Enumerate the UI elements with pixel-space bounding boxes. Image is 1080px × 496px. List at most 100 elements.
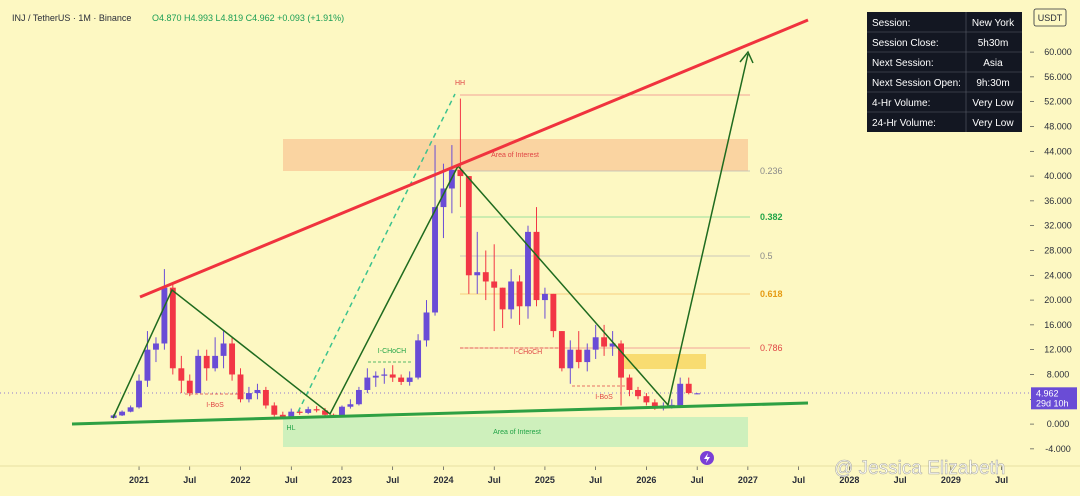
candle-body <box>355 389 362 405</box>
x-tick-label: 2021 <box>129 475 149 485</box>
x-tick-label: 2022 <box>230 475 250 485</box>
price-label-box <box>1031 387 1077 410</box>
y-tick-label: 36.000 <box>1044 196 1072 206</box>
candle-body <box>178 368 185 381</box>
x-tick-label: Jul <box>488 475 501 485</box>
candle-body <box>186 380 193 394</box>
candle-body <box>643 396 650 403</box>
y-tick-label: 52.000 <box>1044 97 1072 107</box>
candle-body <box>237 374 244 400</box>
currency-box[interactable] <box>1033 8 1067 27</box>
annotation: I-BoS <box>595 394 613 401</box>
fib-label: 0.5 <box>760 251 773 261</box>
y-tick-label: 32.000 <box>1044 221 1072 231</box>
candle-body <box>677 383 684 406</box>
zone-small <box>620 354 706 369</box>
candle-body <box>482 272 489 282</box>
candle-body <box>245 393 252 400</box>
candle-body <box>508 281 515 310</box>
currency: USDT <box>1038 13 1063 23</box>
fib-label: 0.382 <box>760 212 783 222</box>
x-tick-label: Jul <box>183 475 196 485</box>
table-label: Next Session Open: <box>872 78 961 89</box>
candle-body <box>550 293 557 332</box>
candle-body <box>668 404 675 406</box>
symbol: INJ / TetherUS · 1M · Binance <box>12 13 131 23</box>
resistance-line <box>139 18 809 299</box>
table-label: Session Close: <box>872 38 939 49</box>
watermark: @ Jessica Elizabeth <box>834 458 1005 479</box>
candle-body <box>296 411 303 413</box>
candle-body <box>541 293 548 301</box>
countdown: 29d 10h <box>1036 398 1069 408</box>
candle-body <box>432 207 438 313</box>
candle-body <box>584 349 591 363</box>
arrow-head <box>739 50 754 64</box>
table-value: New York <box>972 18 1015 29</box>
candle-body <box>694 393 701 395</box>
candle-body <box>465 176 472 276</box>
x-tick-label: Jul <box>589 475 602 485</box>
x-tick-label: Jul <box>386 475 399 485</box>
table-value: Very Low <box>972 118 1014 129</box>
y-tick-label: 56.000 <box>1044 72 1072 82</box>
annotation: I-CHoCH <box>378 348 406 355</box>
candle-body <box>525 231 531 307</box>
candle-body <box>279 414 286 417</box>
candle-body <box>220 343 227 356</box>
candle-body <box>153 343 159 350</box>
candle-body <box>635 389 641 397</box>
candle-body <box>144 349 151 381</box>
fib-label: 0.236 <box>760 166 783 176</box>
candle-body <box>262 389 269 406</box>
fib-label: 0.618 <box>760 289 783 299</box>
candle-body <box>491 281 498 288</box>
candle-body <box>592 337 599 350</box>
candle-body <box>288 411 295 417</box>
table-label: 24-Hr Volume: <box>872 118 936 129</box>
candle-body <box>372 375 379 378</box>
candle-body <box>533 231 540 301</box>
y-tick-label: 12.000 <box>1044 345 1072 355</box>
candle-body <box>169 287 176 369</box>
x-tick-label: 2027 <box>738 475 758 485</box>
y-tick-label: 48.000 <box>1044 121 1072 131</box>
y-tick-label: 24.000 <box>1044 270 1072 280</box>
candle-body <box>229 343 236 375</box>
x-tick-label: 2026 <box>636 475 656 485</box>
candle-body <box>305 409 312 413</box>
candle-body <box>254 389 261 394</box>
annotation: HL <box>287 425 296 432</box>
y-tick-label: 0.000 <box>1047 419 1070 429</box>
y-tick-label: 28.000 <box>1044 245 1072 255</box>
wave-path <box>112 53 749 419</box>
candle-body <box>127 407 134 412</box>
candle-body <box>609 343 616 347</box>
y-tick-label: 20.000 <box>1044 295 1072 305</box>
x-tick-label: Jul <box>691 475 704 485</box>
candle-body <box>457 169 464 177</box>
y-tick-label: 44.000 <box>1044 146 1072 156</box>
table-label: Next Session: <box>872 58 934 69</box>
fib-label: 0.786 <box>760 343 783 353</box>
candle-body <box>313 409 320 411</box>
candle-body <box>440 188 447 208</box>
annotation: HH <box>455 80 465 87</box>
x-tick-label: Jul <box>894 475 907 485</box>
x-tick-label: 2023 <box>332 475 352 485</box>
lightning-glyph <box>704 453 710 463</box>
candle-body <box>474 272 481 276</box>
table-value: Asia <box>983 58 1003 69</box>
candle-body <box>618 343 624 378</box>
candle-body <box>389 374 396 378</box>
candle-body <box>271 405 278 415</box>
candle-body <box>347 404 354 407</box>
candle-body <box>626 377 633 390</box>
candle-body <box>161 287 168 344</box>
zone-bottom <box>283 417 748 447</box>
x-tick-label: 2024 <box>433 475 453 485</box>
y-tick-label: 40.000 <box>1044 171 1072 181</box>
table-label: Session: <box>872 18 910 29</box>
table-label: 4-Hr Volume: <box>872 98 930 109</box>
x-tick-label: Jul <box>792 475 805 485</box>
